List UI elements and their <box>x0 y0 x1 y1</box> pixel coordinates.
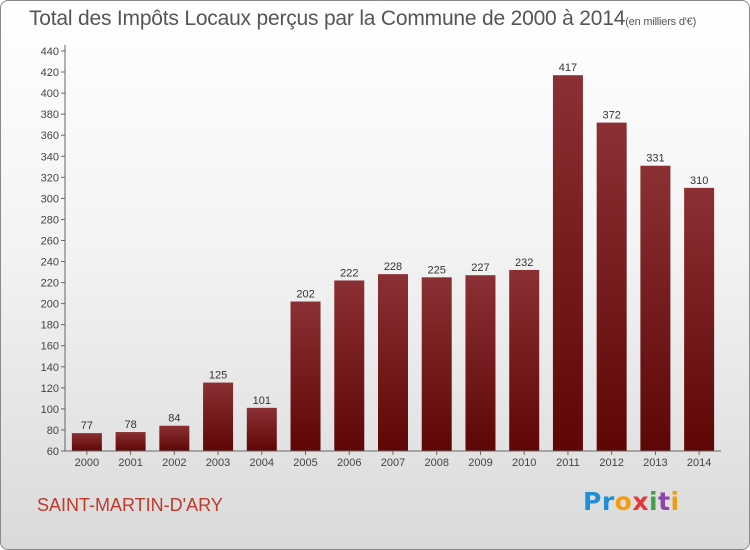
chart-title: Total des Impôts Locaux perçus par la Co… <box>29 7 696 31</box>
x-tick-label: 2002 <box>162 457 186 469</box>
x-tick-label: 2005 <box>293 457 317 469</box>
bar-2009 <box>465 275 496 451</box>
bar-2007 <box>378 274 408 451</box>
bar-2014 <box>684 187 715 451</box>
bar-2013 <box>640 165 671 451</box>
logo-letter: i <box>670 487 680 516</box>
proxiti-logo: Proxiti <box>583 487 680 516</box>
data-label: 228 <box>384 261 402 273</box>
x-axis: 2000 2001 2002 2003 2004 2005 2006 2007 2008 2009… <box>65 450 721 469</box>
bar-2000 <box>71 433 102 451</box>
data-label: 417 <box>559 62 577 74</box>
logo-letter: o <box>614 487 633 516</box>
x-tick-label: 2001 <box>118 457 142 469</box>
data-label: 101 <box>253 395 271 407</box>
y-tick-label: 80 <box>47 425 59 437</box>
logo-letter: P <box>583 487 602 516</box>
y-tick-label: 400 <box>41 88 59 100</box>
x-tick-label: 2003 <box>206 457 230 469</box>
y-axis: 60 80 100 120 140 160 180 200 220 240 260 280 300 320… <box>41 45 66 458</box>
y-tick-label: 340 <box>41 151 59 163</box>
x-tick-label: 2012 <box>599 457 623 469</box>
logo-letter: t <box>658 487 671 516</box>
x-tick-label: 2006 <box>337 457 361 469</box>
data-label: 222 <box>340 267 358 279</box>
bar-2005 <box>290 301 321 451</box>
bar-2002 <box>159 425 190 451</box>
bar-2011 <box>552 75 583 452</box>
data-label: 227 <box>471 262 489 274</box>
y-tick-label: 200 <box>41 299 59 311</box>
x-tick-label: 2011 <box>556 457 580 469</box>
bar-2003 <box>203 382 234 451</box>
data-label: 77 <box>81 420 93 432</box>
logo-letter: i <box>649 487 659 516</box>
y-tick-label: 160 <box>41 341 59 353</box>
data-label: 125 <box>209 370 227 382</box>
y-tick-label: 440 <box>41 46 59 58</box>
logo-letter: r <box>601 487 615 516</box>
y-tick-label: 280 <box>41 214 59 226</box>
y-tick-label: 120 <box>41 383 59 395</box>
bar-2004 <box>246 407 277 451</box>
y-tick-label: 240 <box>41 257 59 269</box>
data-label: 331 <box>646 153 664 165</box>
bar-2008 <box>421 277 452 451</box>
data-label: 372 <box>602 110 620 122</box>
bar-2001 <box>115 432 146 451</box>
x-tick-label: 2004 <box>250 457 274 469</box>
chart-title-main: Total des Impôts Locaux perçus par la Co… <box>29 7 626 30</box>
y-tick-label: 220 <box>41 278 59 290</box>
y-tick-label: 180 <box>41 320 59 332</box>
data-label: 202 <box>296 289 314 301</box>
y-tick-label: 320 <box>41 172 59 184</box>
y-tick-label: 140 <box>41 362 59 374</box>
data-labels: 77 78 84 125 101 202 222 228 225 227 232 417 372 331 3… <box>81 62 709 432</box>
y-tick-label: 260 <box>41 235 59 247</box>
x-tick-label: 2007 <box>381 457 405 469</box>
x-tick-label: 2010 <box>512 457 536 469</box>
x-tick-label: 2014 <box>687 457 711 469</box>
x-tick-label: 2000 <box>75 457 99 469</box>
data-label: 225 <box>428 264 446 276</box>
bar-2010 <box>509 269 540 451</box>
x-tick-label: 2013 <box>643 457 667 469</box>
bars <box>71 75 715 452</box>
commune-name: SAINT-MARTIN-D'ARY <box>37 495 223 515</box>
data-label: 84 <box>168 413 180 425</box>
y-tick-label: 360 <box>41 130 59 142</box>
data-label: 232 <box>515 257 533 269</box>
data-label: 310 <box>690 175 708 187</box>
y-tick-label: 300 <box>41 193 59 205</box>
y-tick-label: 380 <box>41 109 59 121</box>
y-tick-label: 100 <box>41 404 59 416</box>
x-tick-label: 2009 <box>468 457 492 469</box>
bar-2006 <box>334 280 365 451</box>
x-tick-label: 2008 <box>424 457 448 469</box>
chart-title-unit: (en milliers d'€) <box>625 16 697 28</box>
y-tick-label: 60 <box>47 446 59 458</box>
bar-2012 <box>596 122 627 451</box>
data-label: 78 <box>124 419 136 431</box>
logo-letter: x <box>632 487 649 516</box>
y-tick-label: 420 <box>41 67 59 79</box>
